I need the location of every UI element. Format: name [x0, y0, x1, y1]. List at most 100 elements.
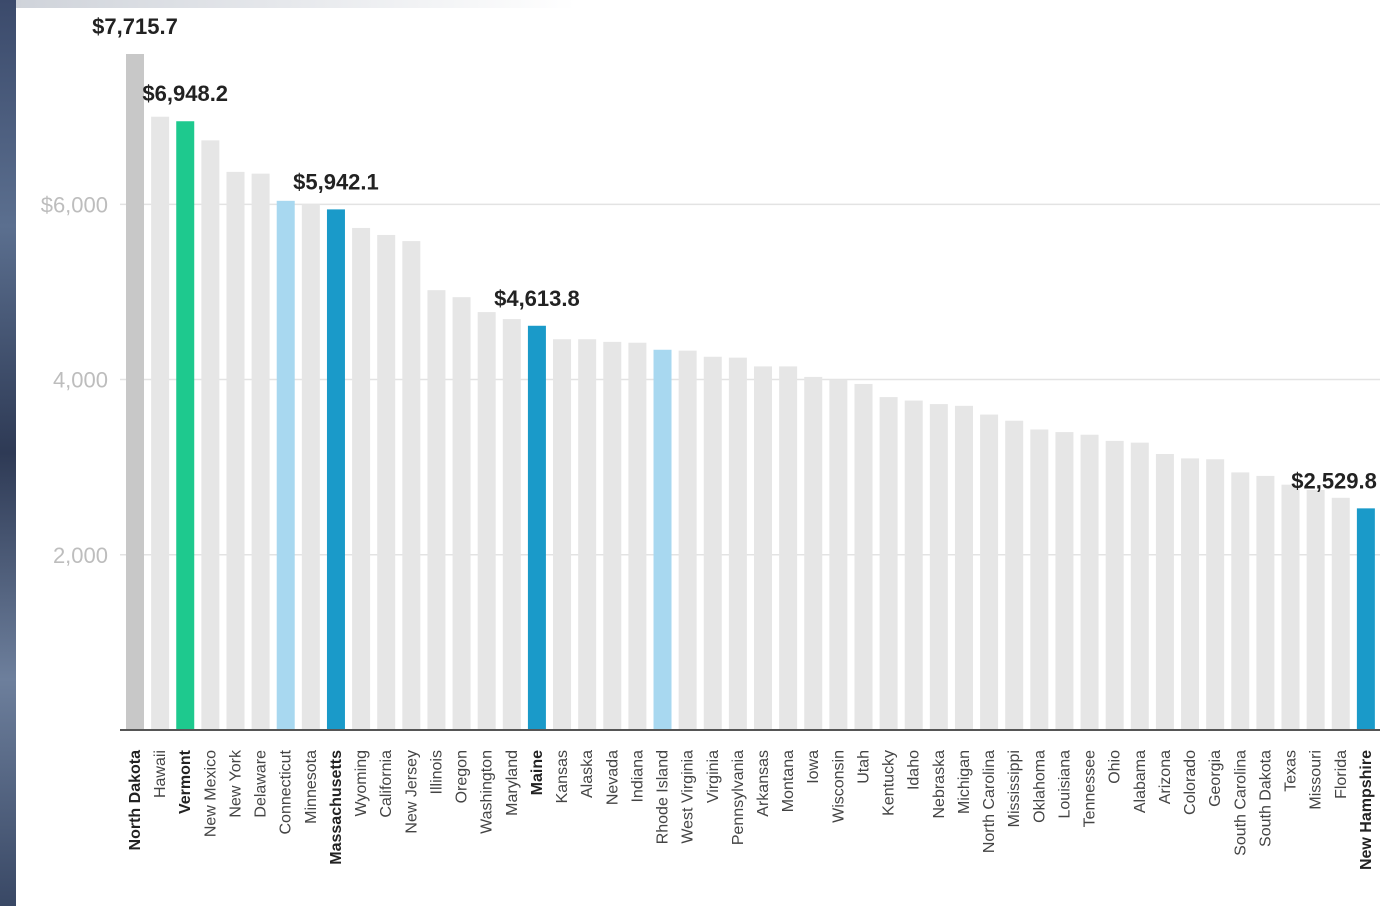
x-label-delaware: Delaware [253, 750, 270, 818]
x-axis-labels: North Dakota Hawaii Vermont New Mexico New Y… [127, 749, 1375, 870]
x-label-pennsylvania: Pennsylvania [730, 750, 747, 845]
x-label-north-dakota: North Dakota [127, 750, 144, 851]
bar-oklahoma [1030, 429, 1049, 730]
background-photo-strip [0, 0, 16, 906]
y-tick-label-4000: 4,000 [53, 368, 108, 393]
x-label-wisconsin: Wisconsin [830, 750, 847, 823]
bar-indiana [628, 342, 647, 730]
x-label-minnesota: Minnesota [303, 750, 320, 824]
bar-north-carolina [980, 414, 999, 730]
x-label-alaska: Alaska [579, 750, 596, 798]
bar-montana [779, 366, 798, 730]
x-label-louisiana: Louisiana [1056, 750, 1073, 819]
bar-california [377, 234, 396, 731]
bar-arkansas [754, 366, 772, 730]
x-label-new-mexico: New Mexico [202, 750, 219, 837]
x-label-rhode-island: Rhode Island [655, 750, 672, 844]
x-label-washington: Washington [479, 750, 496, 834]
x-label-south-carolina: South Carolina [1232, 750, 1249, 856]
x-label-wyoming: Wyoming [353, 750, 370, 817]
x-label-florida: Florida [1333, 750, 1350, 799]
x-label-colorado: Colorado [1182, 750, 1199, 815]
x-label-california: California [378, 750, 395, 818]
bar-arizona [1155, 454, 1174, 730]
bar-missouri [1306, 489, 1325, 730]
bars [126, 54, 1375, 731]
data-label-north-dakota: $7,715.7 [92, 14, 178, 39]
x-label-south-dakota: South Dakota [1257, 750, 1274, 847]
bar-wyoming [352, 227, 371, 731]
bar-tennessee [1080, 434, 1099, 730]
x-label-michigan: Michigan [956, 750, 973, 814]
data-label-new-hampshire: $2,529.8 [1291, 468, 1377, 493]
x-label-alabama: Alabama [1132, 750, 1149, 813]
bar-georgia [1206, 459, 1225, 730]
x-label-oregon: Oregon [454, 750, 471, 803]
x-label-kansas: Kansas [554, 750, 571, 803]
bar-connecticut [276, 200, 295, 730]
bar-new-hampshire [1356, 508, 1375, 730]
x-label-texas: Texas [1283, 750, 1300, 792]
data-label-massachusetts: $5,942.1 [293, 169, 379, 194]
x-label-west-virginia: West Virginia [680, 750, 697, 844]
bar-alabama [1130, 442, 1149, 730]
bar-oregon [452, 297, 471, 730]
x-label-north-carolina: North Carolina [981, 750, 998, 853]
y-tick-label-2000: 2,000 [53, 543, 108, 568]
bar-florida [1331, 497, 1350, 730]
bar-mississippi [1005, 420, 1024, 730]
data-labels: $7,715.7 $6,948.2 $5,942.1 $4,613.8 $2,529.8 [92, 14, 1377, 493]
x-label-nevada: Nevada [604, 750, 621, 805]
x-label-arkansas: Arkansas [755, 750, 772, 817]
x-label-utah: Utah [855, 750, 872, 784]
bar-iowa [804, 376, 823, 730]
bar-hawaii [151, 116, 170, 731]
x-label-mississippi: Mississippi [1006, 750, 1023, 827]
bar-new-mexico [201, 140, 220, 730]
x-label-idaho: Idaho [906, 750, 923, 790]
bar-utah [854, 383, 873, 730]
bar-kentucky [879, 397, 898, 730]
cropped-title-remnant [16, 0, 576, 8]
bar-idaho [904, 400, 923, 730]
bar-west-virginia [678, 350, 697, 730]
bar-wisconsin [829, 379, 848, 730]
x-label-new-hampshire: New Hampshire [1358, 750, 1375, 870]
bar-louisiana [1055, 432, 1074, 730]
x-label-massachusetts: Massachusetts [328, 750, 345, 865]
x-label-ohio: Ohio [1107, 750, 1124, 784]
x-label-virginia: Virginia [705, 750, 722, 803]
bar-south-carolina [1231, 472, 1250, 730]
x-label-missouri: Missouri [1308, 750, 1325, 810]
bar-kansas [553, 339, 572, 730]
bar-ohio [1105, 440, 1124, 730]
bar-washington [477, 312, 496, 730]
y-axis-ticks: 2,000 4,000 $6,000 [41, 192, 108, 567]
bar-illinois [427, 290, 446, 730]
x-label-iowa: Iowa [805, 750, 822, 784]
y-tick-label-6000: $6,000 [41, 192, 108, 217]
bar-rhode-island [653, 349, 672, 730]
x-label-new-york: New York [227, 749, 244, 818]
bar-maine [527, 325, 546, 730]
bar-massachusetts [326, 209, 345, 730]
x-label-tennessee: Tennessee [1082, 750, 1099, 827]
x-label-arizona: Arizona [1157, 750, 1174, 804]
bar-texas [1281, 484, 1300, 730]
bar-alaska [578, 339, 597, 730]
bar-nebraska [929, 404, 948, 730]
bar-new-jersey [402, 241, 421, 730]
bar-michigan [954, 405, 973, 730]
bar-new-york [226, 171, 245, 730]
bar-delaware [251, 173, 270, 730]
bar-minnesota [301, 204, 320, 730]
data-label-maine: $4,613.8 [494, 286, 580, 311]
x-label-kentucky: Kentucky [881, 750, 898, 816]
data-label-vermont: $6,948.2 [142, 81, 228, 106]
x-label-vermont: Vermont [177, 749, 194, 814]
x-label-connecticut: Connecticut [278, 749, 295, 834]
x-label-illinois: Illinois [428, 750, 445, 794]
x-label-maine: Maine [529, 750, 546, 795]
bar-south-dakota [1256, 475, 1275, 730]
